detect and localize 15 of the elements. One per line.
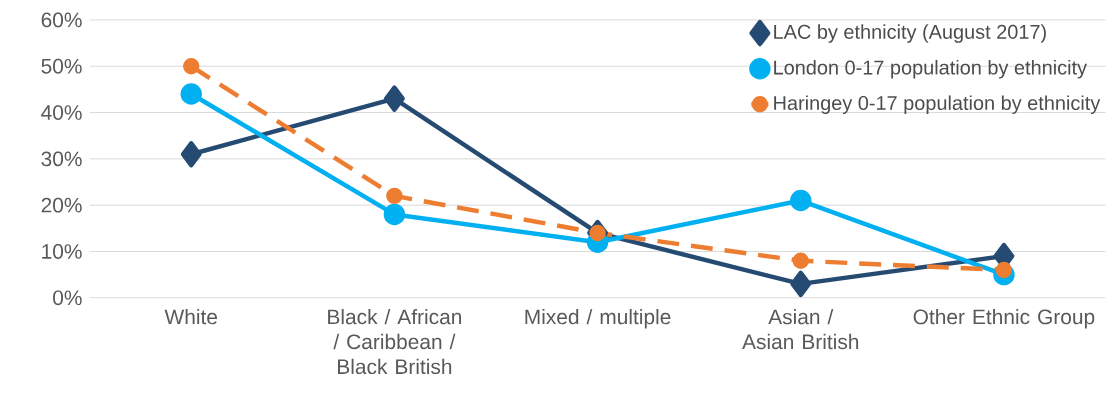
x-tick-label: Mixed / multiple (525, 308, 671, 329)
y-tick-label: 10% (42, 243, 82, 259)
x-tick-label: Asian / Asian British (742, 308, 859, 350)
x-tick-label: Other Ethnic Group (913, 308, 1095, 329)
y-tick-label: 50% (41, 58, 82, 74)
legend-label: London 0-17 population by ethnicity (774, 59, 1087, 79)
x-tick-label: Black / African / Caribbean / Black British (328, 308, 462, 374)
y-tick-label: 0% (53, 290, 82, 306)
legend-label: Haringey 0-17 population by ethnicity (774, 95, 1101, 114)
legend-label: LAC by ethnicity (August 2017) (774, 24, 1046, 43)
y-tick-label: 20% (41, 197, 82, 213)
y-tick-label: 40% (41, 104, 82, 120)
y-tick-label: 30% (41, 151, 82, 167)
x-tick-label: White (164, 308, 218, 325)
y-tick-label: 60% (41, 12, 82, 28)
